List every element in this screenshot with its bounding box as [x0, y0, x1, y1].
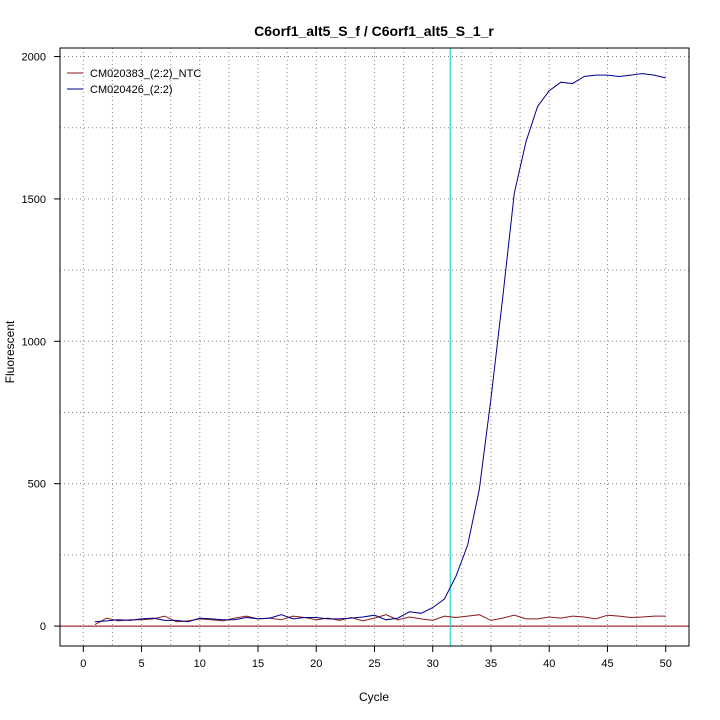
x-axis-title: Cycle — [359, 690, 389, 704]
y-tick-label: 1500 — [22, 194, 46, 206]
y-tick-label: 2000 — [22, 52, 46, 64]
y-axis-title: Fluorescent — [3, 320, 17, 383]
y-axis: 0 500 1000 1500 2000 — [22, 52, 60, 633]
x-tick-label: 15 — [252, 658, 264, 670]
x-tick-label: 50 — [660, 658, 672, 670]
legend-label: CM020426_(2:2) — [90, 84, 173, 96]
y-tick-label: 500 — [28, 479, 46, 491]
x-tick-label: 45 — [601, 658, 613, 670]
series-line-2 — [94, 73, 666, 623]
legend: CM020383_(2:2)_NTC CM020426_(2:2) — [67, 68, 201, 96]
grid-lines — [60, 48, 689, 646]
x-axis: 0 5 10 15 20 25 30 35 40 45 50 — [80, 646, 672, 670]
x-tick-label: 25 — [368, 658, 380, 670]
x-tick-label: 5 — [138, 658, 144, 670]
x-tick-label: 30 — [427, 658, 439, 670]
x-tick-label: 40 — [543, 658, 555, 670]
series-line-1 — [94, 614, 666, 626]
y-tick-label: 1000 — [22, 336, 46, 348]
plot-series — [60, 48, 689, 646]
x-tick-label: 20 — [310, 658, 322, 670]
x-tick-label: 10 — [194, 658, 206, 670]
legend-label: CM020383_(2:2)_NTC — [90, 68, 201, 80]
x-tick-label: 0 — [80, 658, 86, 670]
chart-title: C6orf1_alt5_S_f / C6orf1_alt5_S_1_r — [254, 23, 494, 39]
y-tick-label: 0 — [40, 621, 46, 633]
x-tick-label: 35 — [485, 658, 497, 670]
